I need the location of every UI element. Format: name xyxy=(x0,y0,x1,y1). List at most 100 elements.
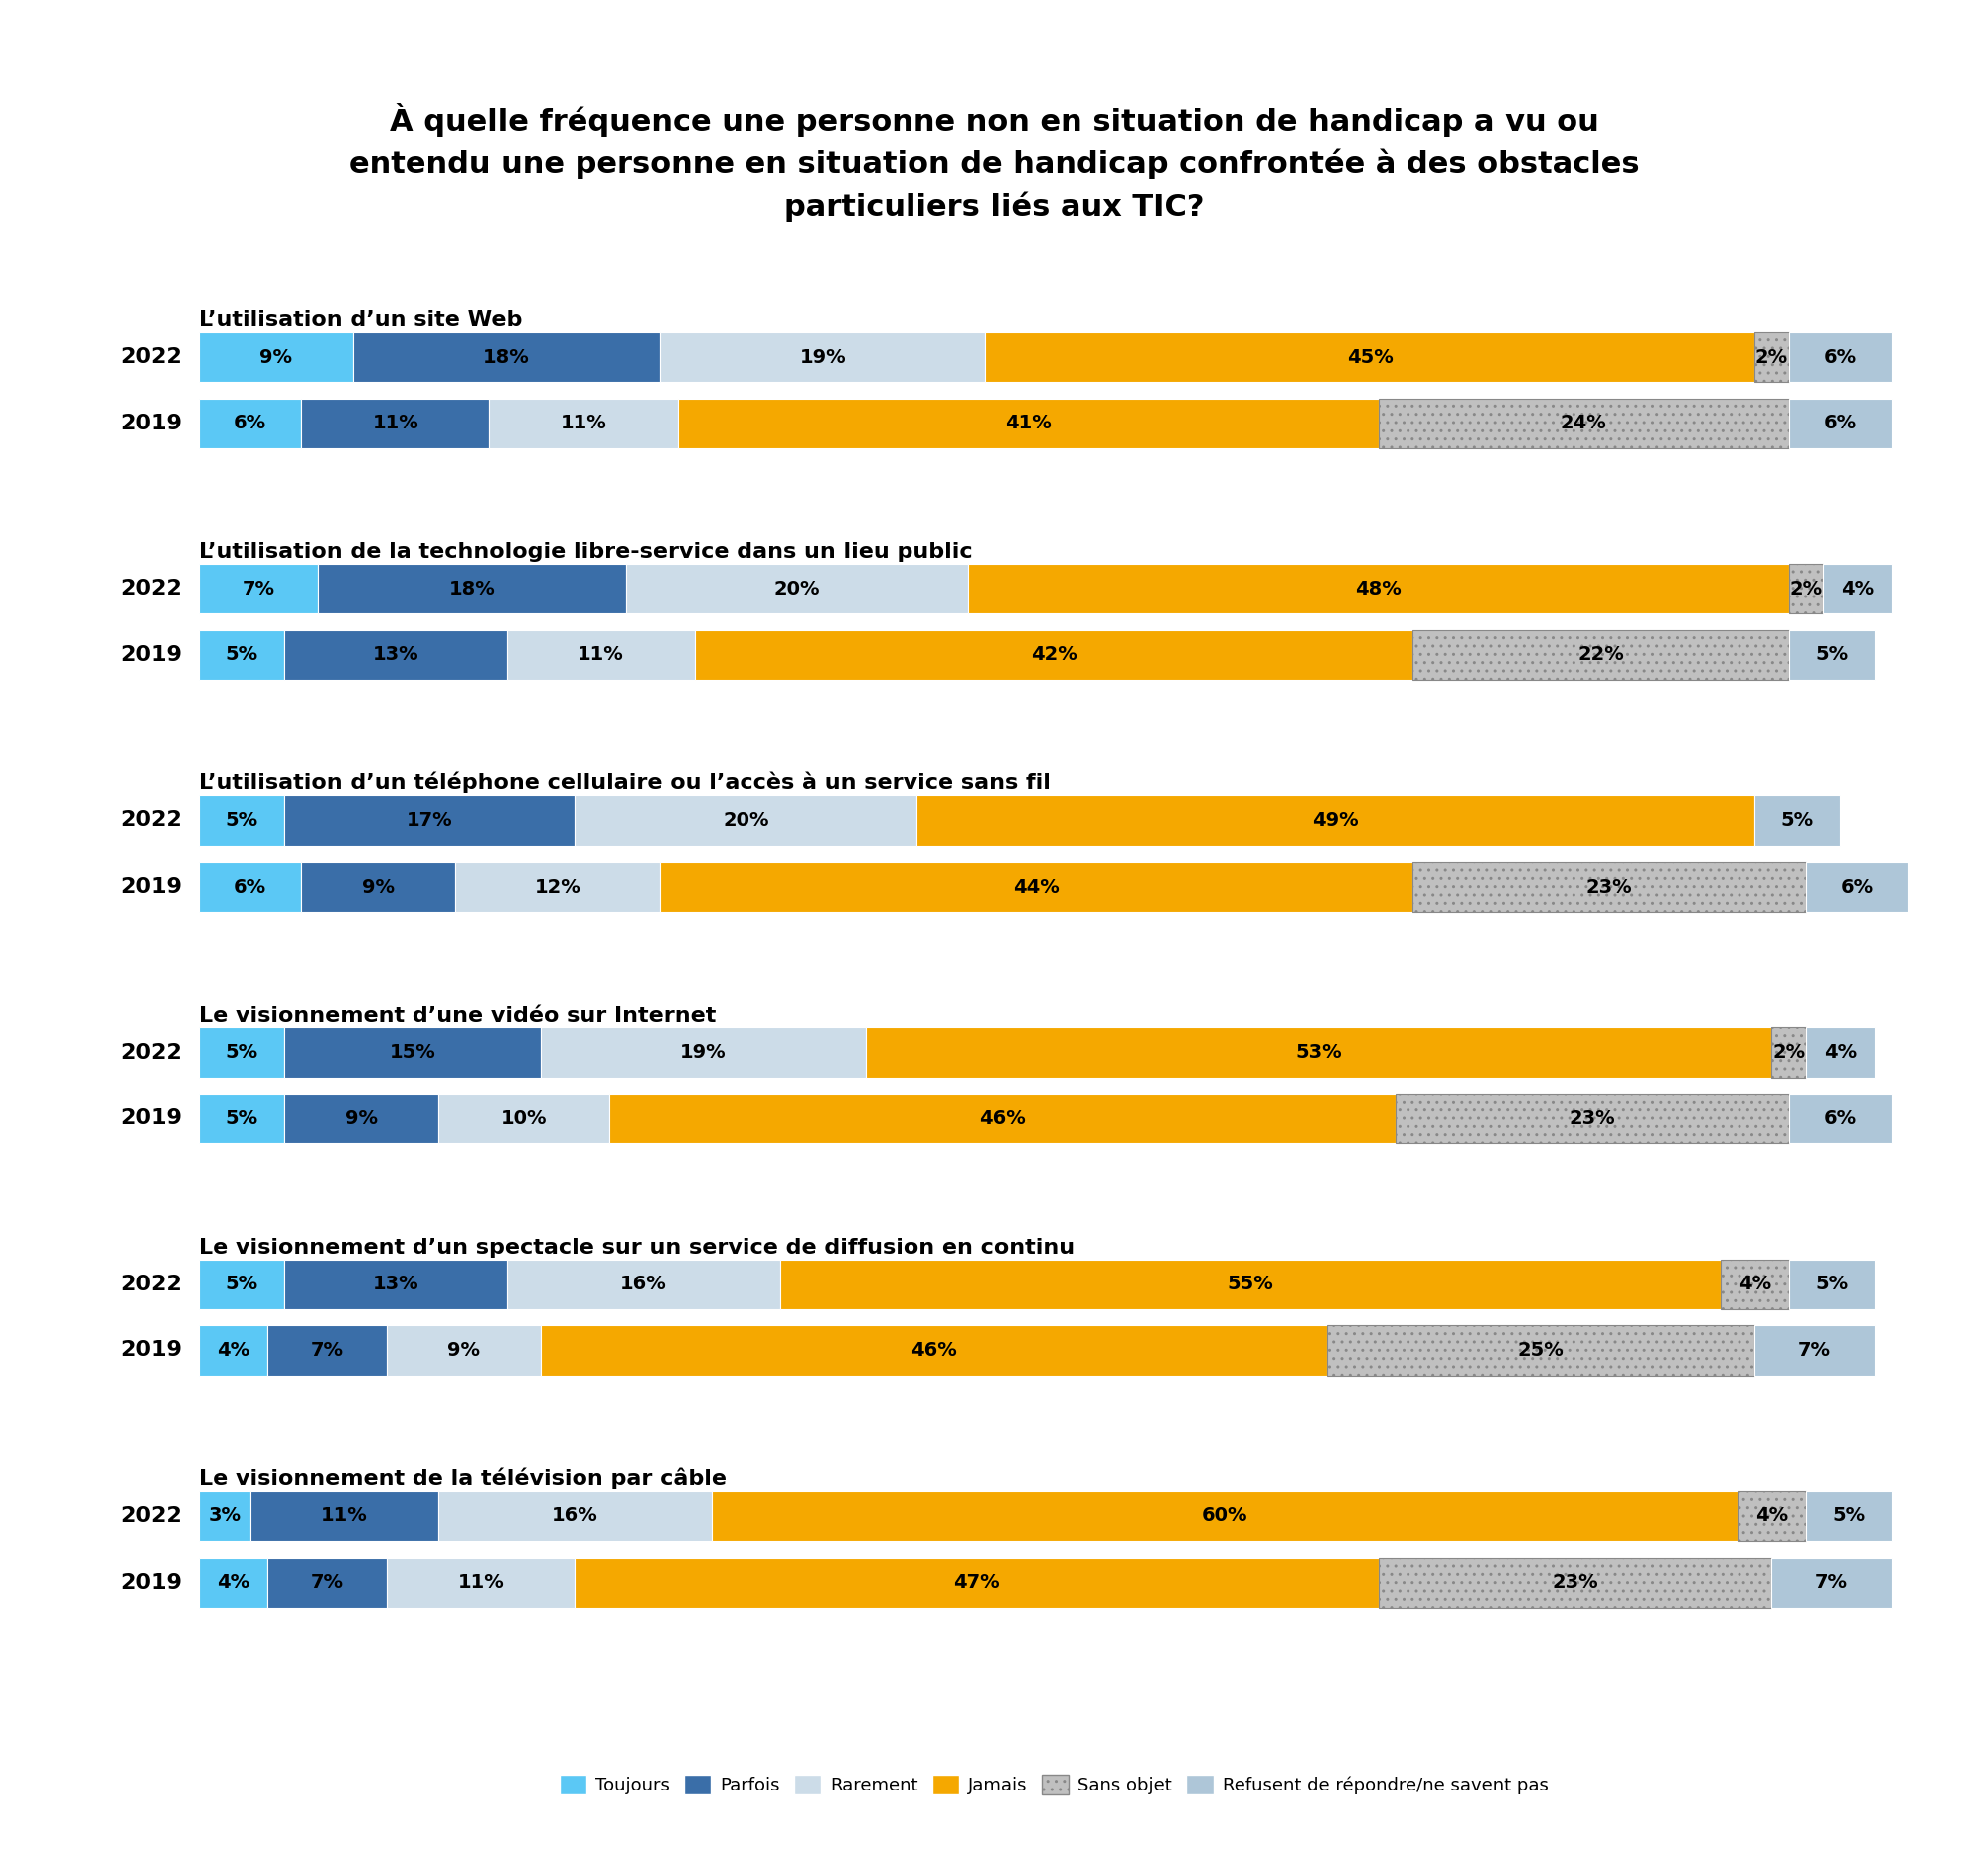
Text: 2022: 2022 xyxy=(121,810,181,831)
Bar xyxy=(1378,1558,1771,1607)
Bar xyxy=(199,1558,266,1607)
Bar xyxy=(694,630,1413,681)
Text: Le visionnement de la télévision par câble: Le visionnement de la télévision par câb… xyxy=(199,1468,728,1489)
Bar xyxy=(1789,398,1891,448)
Bar xyxy=(318,564,626,613)
Text: 4%: 4% xyxy=(1738,1275,1771,1294)
Text: 2019: 2019 xyxy=(119,1108,181,1129)
Text: 4%: 4% xyxy=(217,1573,248,1592)
Text: 16%: 16% xyxy=(620,1275,666,1294)
Text: 2019: 2019 xyxy=(119,1341,181,1361)
Text: 2019: 2019 xyxy=(119,1573,181,1592)
Bar xyxy=(199,863,302,911)
Bar xyxy=(1413,863,1805,911)
Bar xyxy=(199,795,284,846)
Bar xyxy=(1771,1028,1805,1078)
Text: 15%: 15% xyxy=(390,1042,435,1061)
Text: 49%: 49% xyxy=(1312,812,1360,831)
Text: 6%: 6% xyxy=(235,414,266,433)
Text: 9%: 9% xyxy=(344,1110,378,1129)
Bar xyxy=(302,863,455,911)
Text: Le visionnement d’une vidéo sur Internet: Le visionnement d’une vidéo sur Internet xyxy=(199,1005,716,1026)
Text: 7%: 7% xyxy=(310,1341,344,1359)
Text: 5%: 5% xyxy=(225,1275,258,1294)
Bar xyxy=(199,1093,284,1144)
Text: 45%: 45% xyxy=(1346,347,1394,366)
Text: 23%: 23% xyxy=(1553,1573,1598,1592)
Text: 4%: 4% xyxy=(1823,1042,1857,1061)
Bar xyxy=(437,1093,608,1144)
Bar xyxy=(1789,332,1891,382)
Text: 48%: 48% xyxy=(1356,579,1402,598)
Text: 2022: 2022 xyxy=(121,1275,181,1294)
Bar xyxy=(507,1260,779,1309)
Text: 2022: 2022 xyxy=(121,347,181,368)
Bar xyxy=(1738,1491,1805,1541)
Text: 5%: 5% xyxy=(225,1110,258,1129)
Text: 13%: 13% xyxy=(372,645,419,664)
Text: 11%: 11% xyxy=(561,414,606,433)
Text: 19%: 19% xyxy=(799,347,847,366)
Bar xyxy=(455,863,660,911)
Text: 6%: 6% xyxy=(235,878,266,896)
Text: 25%: 25% xyxy=(1517,1341,1565,1359)
Bar xyxy=(1771,1558,1891,1607)
Bar xyxy=(1755,332,1789,382)
Bar xyxy=(250,1491,437,1541)
Bar xyxy=(489,398,678,448)
Bar xyxy=(437,1491,712,1541)
Bar xyxy=(1789,1093,1891,1144)
Text: 11%: 11% xyxy=(372,414,419,433)
Text: L’utilisation d’un téléphone cellulaire ou l’accès à un service sans fil: L’utilisation d’un téléphone cellulaire … xyxy=(199,772,1050,793)
Bar xyxy=(388,1558,575,1607)
Bar xyxy=(1805,863,1908,911)
Bar xyxy=(266,1326,388,1376)
Text: 17%: 17% xyxy=(406,812,453,831)
Bar xyxy=(388,1326,541,1376)
Bar xyxy=(1328,1326,1755,1376)
Text: 5%: 5% xyxy=(225,812,258,831)
Bar xyxy=(1805,1491,1891,1541)
Bar xyxy=(1413,630,1789,681)
Bar xyxy=(1755,1326,1875,1376)
Text: 6%: 6% xyxy=(1841,878,1873,896)
Bar xyxy=(1720,1260,1789,1309)
Text: 4%: 4% xyxy=(217,1341,248,1359)
Text: 6%: 6% xyxy=(1823,347,1857,366)
Bar xyxy=(199,332,352,382)
Text: 10%: 10% xyxy=(501,1110,547,1129)
Text: 23%: 23% xyxy=(1586,878,1632,896)
Text: 9%: 9% xyxy=(258,347,292,366)
Bar xyxy=(284,630,507,681)
Text: 20%: 20% xyxy=(724,812,769,831)
Bar xyxy=(575,795,916,846)
Text: 55%: 55% xyxy=(1227,1275,1274,1294)
Legend: Toujours, Parfois, Rarement, Jamais, Sans objet, Refusent de répondre/ne savent : Toujours, Parfois, Rarement, Jamais, San… xyxy=(553,1768,1555,1802)
Text: 53%: 53% xyxy=(1296,1042,1342,1061)
Text: 9%: 9% xyxy=(447,1341,481,1359)
Bar xyxy=(968,564,1789,613)
Bar xyxy=(1396,1093,1789,1144)
Text: 46%: 46% xyxy=(980,1110,1026,1129)
Text: 4%: 4% xyxy=(1841,579,1873,598)
Bar xyxy=(1789,1260,1875,1309)
Text: 19%: 19% xyxy=(680,1042,726,1061)
Text: 2022: 2022 xyxy=(121,1506,181,1526)
Text: 42%: 42% xyxy=(1030,645,1077,664)
Text: 4%: 4% xyxy=(1755,1508,1787,1526)
Bar xyxy=(626,564,968,613)
Bar xyxy=(284,795,575,846)
Text: 24%: 24% xyxy=(1561,414,1606,433)
Text: 41%: 41% xyxy=(1004,414,1052,433)
Bar xyxy=(541,1326,1328,1376)
Text: 60%: 60% xyxy=(1201,1508,1248,1526)
Bar xyxy=(199,1491,250,1541)
Text: 2%: 2% xyxy=(1789,579,1823,598)
Text: 11%: 11% xyxy=(457,1573,505,1592)
Bar xyxy=(541,1028,865,1078)
Text: 7%: 7% xyxy=(243,579,274,598)
Text: 2022: 2022 xyxy=(121,579,181,598)
Bar xyxy=(865,1028,1771,1078)
Text: 2019: 2019 xyxy=(119,645,181,666)
Text: 2%: 2% xyxy=(1755,347,1787,366)
